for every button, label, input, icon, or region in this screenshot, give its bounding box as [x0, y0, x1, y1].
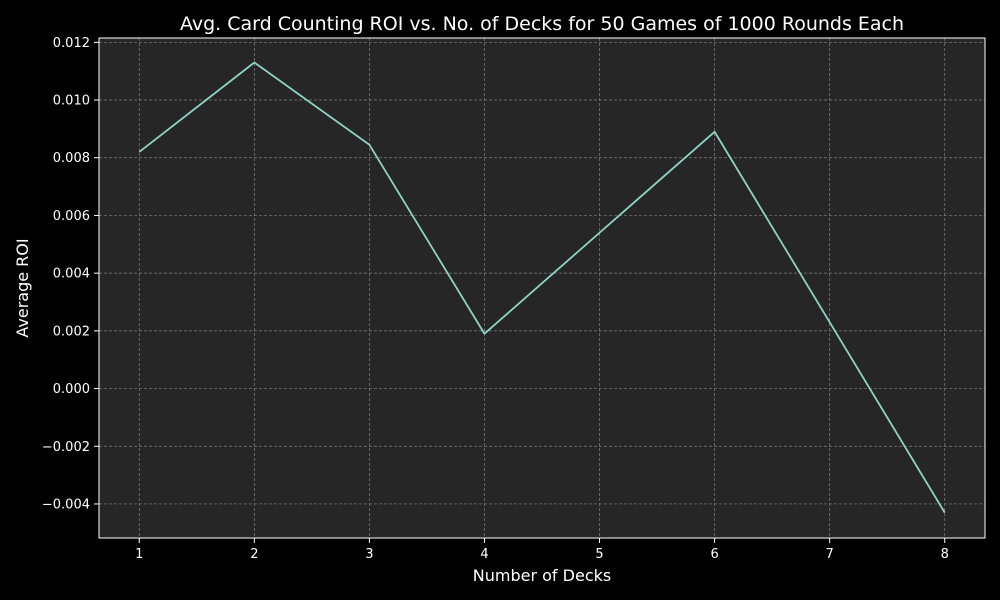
- series-layer: [138, 61, 946, 514]
- y-tick-label: 0.006: [53, 209, 90, 224]
- x-tick-label: 2: [250, 547, 258, 562]
- y-tick-label: 0.012: [53, 36, 90, 51]
- series-line: [138, 61, 946, 514]
- y-tick-label: 0.000: [53, 382, 90, 397]
- y-tick-label: −0.002: [42, 440, 90, 455]
- plot-area: [99, 38, 985, 538]
- y-tick-label: 0.004: [53, 267, 90, 282]
- axis-ticks: 1 2 3 4 5 6 7 8 −0.004 −0.002 0.000 0.002 0.004 0.006…: [42, 36, 949, 562]
- x-tick-label: 8: [941, 547, 949, 562]
- x-axis-title: Number of Decks: [473, 566, 611, 585]
- x-tick-label: 6: [710, 547, 718, 562]
- y-tick-label: 0.008: [53, 151, 90, 166]
- y-tick-label: 0.010: [53, 94, 90, 109]
- y-tick-label: −0.004: [42, 497, 90, 512]
- x-tick-label: 4: [480, 547, 488, 562]
- grid-lines: [99, 38, 985, 538]
- x-tick-label: 5: [595, 547, 603, 562]
- y-tick-label: 0.002: [53, 324, 90, 339]
- x-tick-label: 3: [365, 547, 373, 562]
- y-axis-title: Average ROI: [13, 238, 32, 337]
- x-tick-label: 1: [135, 547, 143, 562]
- x-tick-label: 7: [826, 547, 834, 562]
- plot-frame: [98, 37, 986, 539]
- chart-title: Avg. Card Counting ROI vs. No. of Decks …: [180, 13, 904, 35]
